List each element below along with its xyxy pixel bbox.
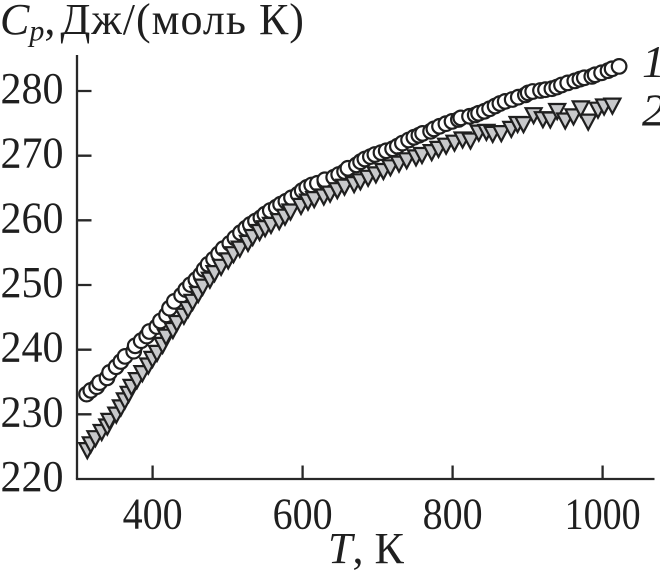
- svg-text:Cp, Дж/(моль К): Cp, Дж/(моль К): [0, 0, 305, 48]
- svg-text:600: 600: [273, 490, 333, 539]
- svg-text:260: 260: [1, 193, 64, 242]
- svg-text:240: 240: [1, 323, 64, 372]
- svg-text:2: 2: [642, 85, 660, 136]
- svg-text:270: 270: [1, 129, 64, 178]
- svg-text:250: 250: [1, 258, 64, 307]
- svg-text:280: 280: [1, 64, 64, 113]
- svg-text:T, К: T, К: [328, 524, 404, 573]
- svg-text:220: 220: [1, 452, 64, 501]
- svg-text:800: 800: [423, 490, 483, 539]
- svg-text:1000: 1000: [565, 490, 641, 539]
- svg-text:230: 230: [1, 387, 64, 436]
- svg-text:1: 1: [642, 36, 660, 87]
- svg-text:400: 400: [123, 490, 183, 539]
